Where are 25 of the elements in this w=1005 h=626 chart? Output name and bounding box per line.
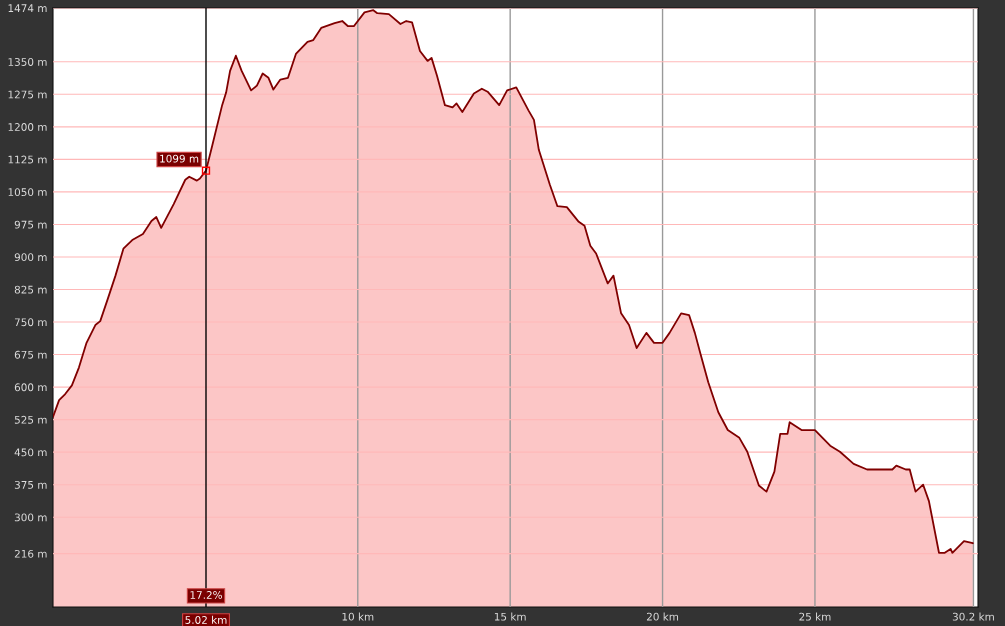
x-tick-label: 15 km	[494, 612, 526, 621]
ref-line-label: 5.02 km	[185, 615, 227, 624]
annotation: 17.2%	[190, 591, 222, 599]
y-tick-label: 975 m	[14, 220, 47, 229]
y-tick-label: 1474 m	[8, 4, 47, 12]
y-tick-label: 1275 m	[8, 90, 47, 99]
y-tick-label: 750 m	[14, 318, 47, 327]
annotation: 1099 m	[160, 154, 199, 163]
y-tick-label: 216 m	[14, 549, 47, 558]
y-tick-label: 1350 m	[8, 58, 47, 66]
x-tick-label: 25 km	[799, 612, 831, 621]
y-tick-label: 900 m	[14, 253, 47, 262]
y-tick-label: 675 m	[14, 350, 47, 359]
x-tick-label: 20 km	[646, 612, 679, 621]
y-tick-label: 300 m	[14, 513, 47, 522]
y-tick-label: 825 m	[14, 285, 47, 294]
x-tick-label: 30.2 km	[952, 612, 994, 621]
y-tick-label: 525 m	[14, 415, 47, 424]
y-tick-label: 450 m	[14, 448, 47, 457]
x-tick-label: 10 km	[342, 612, 374, 621]
y-tick-label: 600 m	[14, 383, 47, 392]
y-tick-label: 1125 m	[8, 155, 47, 164]
y-tick-label: 375 m	[14, 480, 47, 489]
y-tick-label: 1050 m	[8, 188, 47, 197]
y-tick-label: 1200 m	[8, 123, 47, 131]
